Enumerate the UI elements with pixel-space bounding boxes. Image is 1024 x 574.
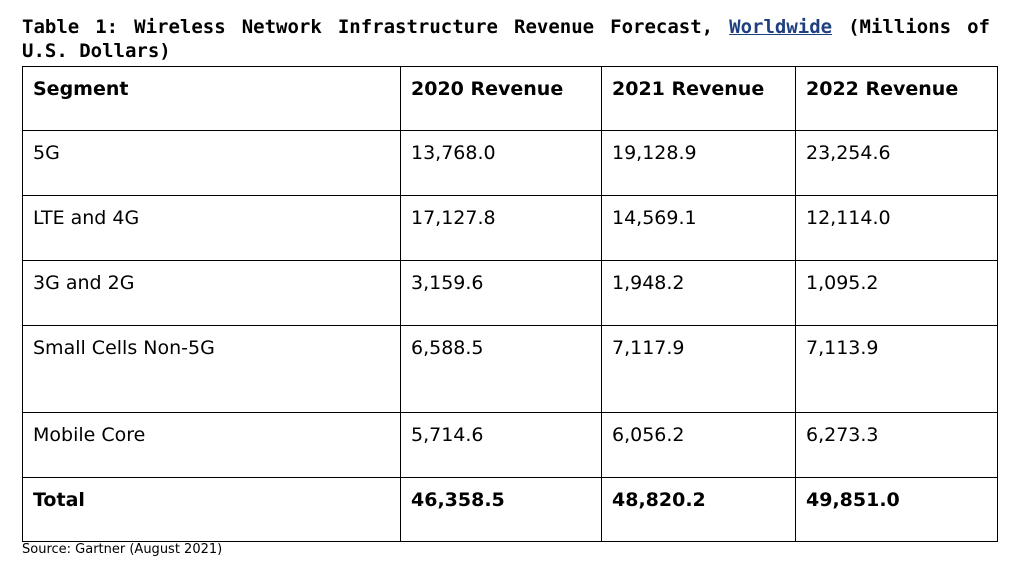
value-cell: 3,159.6 bbox=[400, 260, 602, 326]
segment-cell: LTE and 4G bbox=[22, 195, 401, 261]
value-cell: 6,588.5 bbox=[400, 325, 602, 413]
value-cell: 13,768.0 bbox=[400, 130, 602, 196]
caption-highlight-word: Worldwide bbox=[729, 16, 833, 38]
value-cell: 19,128.9 bbox=[601, 130, 796, 196]
revenue-table: Segment 2020 Revenue 2021 Revenue 2022 R… bbox=[22, 66, 998, 542]
total-label: Total bbox=[22, 477, 401, 542]
header-2020-revenue: 2020 Revenue bbox=[400, 66, 602, 131]
table-caption: Table 1: Wireless Network Infrastructure… bbox=[22, 15, 990, 63]
value-cell: 1,095.2 bbox=[795, 260, 998, 326]
value-cell: 7,113.9 bbox=[795, 325, 998, 413]
segment-cell: 3G and 2G bbox=[22, 260, 401, 326]
header-2021-revenue: 2021 Revenue bbox=[601, 66, 796, 131]
table-header-row: Segment 2020 Revenue 2021 Revenue 2022 R… bbox=[22, 66, 998, 131]
segment-cell: Small Cells Non-5G bbox=[22, 325, 401, 413]
table-row: Mobile Core 5,714.6 6,056.2 6,273.3 bbox=[22, 412, 998, 478]
table-row: 5G 13,768.0 19,128.9 23,254.6 bbox=[22, 130, 998, 196]
segment-cell: 5G bbox=[22, 130, 401, 196]
header-segment: Segment bbox=[22, 66, 401, 131]
header-2022-revenue: 2022 Revenue bbox=[795, 66, 998, 131]
value-cell: 5,714.6 bbox=[400, 412, 602, 478]
segment-cell: Mobile Core bbox=[22, 412, 401, 478]
value-cell: 6,273.3 bbox=[795, 412, 998, 478]
table-row: LTE and 4G 17,127.8 14,569.1 12,114.0 bbox=[22, 195, 998, 261]
value-cell: 7,117.9 bbox=[601, 325, 796, 413]
value-cell: 12,114.0 bbox=[795, 195, 998, 261]
value-cell: 1,948.2 bbox=[601, 260, 796, 326]
total-value: 49,851.0 bbox=[795, 477, 998, 542]
total-value: 46,358.5 bbox=[400, 477, 602, 542]
table-row: Small Cells Non-5G 6,588.5 7,117.9 7,113… bbox=[22, 325, 998, 413]
source-note: Source: Gartner (August 2021) bbox=[22, 542, 223, 557]
value-cell: 14,569.1 bbox=[601, 195, 796, 261]
value-cell: 23,254.6 bbox=[795, 130, 998, 196]
value-cell: 17,127.8 bbox=[400, 195, 602, 261]
caption-text: Table 1: Wireless Network Infrastructure… bbox=[22, 16, 730, 38]
table-row: 3G and 2G 3,159.6 1,948.2 1,095.2 bbox=[22, 260, 998, 326]
value-cell: 6,056.2 bbox=[601, 412, 796, 478]
caption-text-end: (Millions of U.S. Dollars) bbox=[22, 16, 990, 62]
table-total-row: Total 46,358.5 48,820.2 49,851.0 bbox=[22, 477, 998, 542]
total-value: 48,820.2 bbox=[601, 477, 796, 542]
